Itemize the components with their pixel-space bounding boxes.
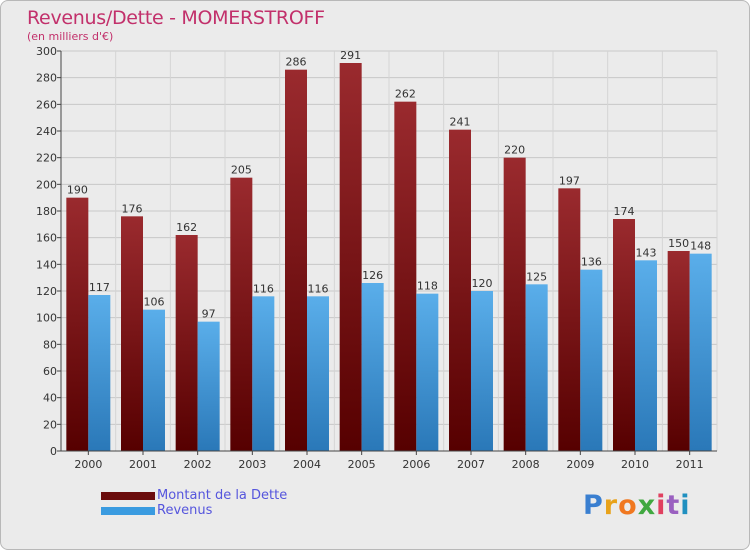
data-label-revenus: 126: [362, 269, 383, 282]
bar-dette: [285, 69, 307, 452]
bar-revenus: [580, 269, 603, 451]
bar-dette: [558, 188, 581, 452]
x-tick-label: 2006: [402, 458, 430, 471]
legend-swatch-debt: [101, 491, 155, 500]
y-tick-label: 280: [36, 72, 57, 85]
data-label-dette: 150: [668, 237, 689, 250]
bar-dette: [394, 101, 417, 452]
legend-item-debt: Montant de la Dette: [101, 488, 287, 503]
logo-letter: P: [583, 490, 604, 521]
y-tick-label: 100: [36, 312, 57, 325]
bar-revenus: [197, 321, 220, 451]
x-tick-label: 2003: [238, 458, 266, 471]
data-label-revenus: 116: [308, 282, 329, 295]
legend-label-revenus: Revenus: [157, 503, 213, 518]
logo-letter: i: [680, 490, 691, 521]
bar-revenus: [252, 296, 275, 451]
bar-revenus: [689, 253, 712, 451]
data-label-revenus: 118: [417, 280, 438, 293]
x-tick-label: 2001: [129, 458, 157, 471]
data-label-dette: 262: [395, 88, 416, 101]
chart-title: Revenus/Dette - MOMERSTROFF: [27, 7, 325, 29]
data-label-dette: 205: [231, 164, 252, 177]
data-label-dette: 176: [122, 202, 143, 215]
data-label-revenus: 120: [472, 277, 493, 290]
y-tick-label: 240: [36, 125, 57, 138]
logo-letter: r: [603, 490, 619, 521]
bar-revenus: [525, 284, 548, 451]
legend-item-revenus: Revenus: [101, 503, 287, 518]
legend-label-debt: Montant de la Dette: [157, 488, 288, 503]
y-tick-label: 80: [43, 338, 57, 351]
data-label-dette: 190: [67, 184, 88, 197]
bar-dette: [503, 157, 526, 451]
logo-letter: x: [637, 490, 657, 521]
x-tick-label: 2004: [293, 458, 321, 471]
proxiti-logo: Proxiti: [583, 490, 691, 521]
y-tick-label: 120: [36, 285, 57, 298]
data-label-dette: 291: [340, 49, 361, 62]
bar-dette: [449, 129, 471, 451]
data-label-revenus: 148: [690, 240, 711, 253]
bar-revenus: [471, 291, 493, 451]
y-tick-label: 60: [43, 365, 57, 378]
bar-revenus: [635, 260, 657, 451]
data-label-revenus: 125: [526, 270, 547, 283]
bar-dette: [667, 251, 690, 451]
y-tick-label: 300: [36, 45, 57, 58]
bar-dette: [121, 216, 143, 451]
chart-subtitle: (en milliers d'€): [27, 30, 114, 43]
x-tick-label: 2000: [74, 458, 102, 471]
bar-dette: [175, 235, 198, 451]
y-tick-label: 220: [36, 152, 57, 165]
data-label-revenus: 106: [144, 296, 165, 309]
data-label-revenus: 117: [89, 281, 110, 294]
data-label-revenus: 97: [202, 308, 216, 321]
y-tick-label: 20: [43, 418, 57, 431]
bar-revenus: [361, 283, 384, 451]
data-label-dette: 162: [176, 221, 197, 234]
logo-letter: t: [666, 490, 681, 521]
data-label-dette: 286: [286, 56, 307, 69]
data-label-revenus: 116: [253, 282, 274, 295]
data-label-dette: 174: [614, 205, 635, 218]
data-label-revenus: 136: [581, 256, 602, 269]
x-tick-label: 2002: [184, 458, 212, 471]
bar-dette: [230, 177, 253, 451]
bar-dette: [339, 63, 362, 451]
y-tick-label: 140: [36, 258, 57, 271]
y-tick-label: 260: [36, 98, 57, 111]
x-tick-label: 2005: [348, 458, 376, 471]
data-label-dette: 220: [504, 144, 525, 157]
logo-letter: i: [656, 490, 667, 521]
data-label-revenus: 143: [636, 246, 657, 259]
bar-revenus: [416, 293, 439, 451]
y-tick-label: 160: [36, 232, 57, 245]
y-tick-label: 40: [43, 392, 57, 405]
bar-dette: [66, 197, 89, 451]
y-tick-label: 200: [36, 178, 57, 191]
bar-revenus: [307, 296, 329, 451]
data-label-dette: 197: [559, 174, 580, 187]
x-tick-label: 2009: [566, 458, 594, 471]
x-tick-label: 2010: [621, 458, 649, 471]
y-tick-label: 0: [50, 445, 57, 458]
x-tick-label: 2007: [457, 458, 485, 471]
y-tick-label: 180: [36, 205, 57, 218]
bar-revenus: [143, 309, 165, 451]
legend: Montant de la Dette Revenus: [101, 488, 287, 518]
data-label-dette: 241: [450, 116, 471, 129]
bar-dette: [613, 219, 635, 451]
logo-letter: o: [618, 490, 638, 521]
bar-revenus: [88, 295, 111, 451]
x-tick-label: 2008: [512, 458, 540, 471]
legend-swatch-revenus: [101, 506, 155, 515]
x-tick-label: 2011: [676, 458, 704, 471]
